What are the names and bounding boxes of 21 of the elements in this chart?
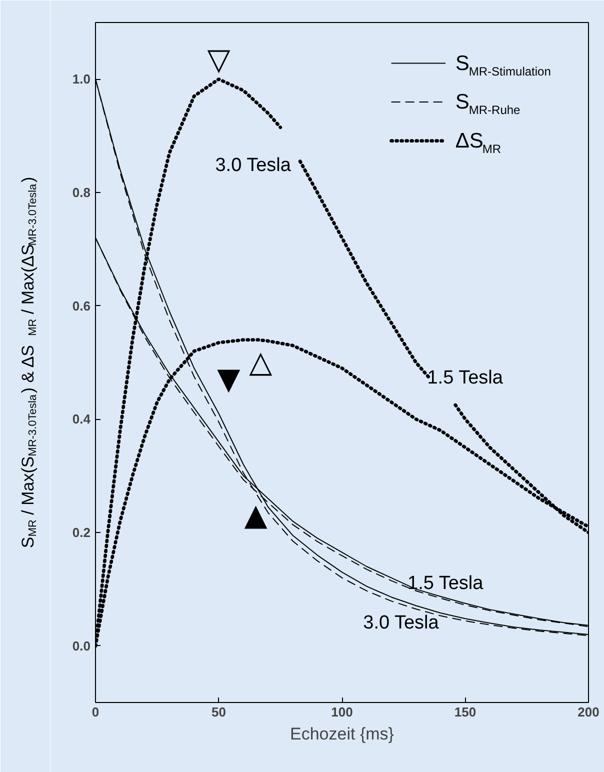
y-tick-label: 0.6 — [72, 298, 91, 314]
y-tick-label: 1.0 — [72, 72, 91, 87]
annotation: ▼ — [217, 362, 240, 397]
text: SMR / Max(SMR-3.0Tesla) & ΔSMR / Max(ΔSMR-3.0Tesla) — [18, 176, 39, 548]
annotation: △ — [249, 345, 272, 380]
y-tick-label: 0.0 — [72, 638, 91, 654]
annotation: 1.5 Tesla — [408, 573, 484, 594]
y-tick-label: 0.4 — [72, 412, 92, 427]
y-tick-label: 0.2 — [72, 525, 91, 540]
x-axis-title: Echozeit {ms} — [290, 724, 394, 744]
x-tick-label: 100 — [331, 704, 353, 720]
annotation: 3.0 Tesla — [215, 154, 292, 176]
x-tick-label: 150 — [454, 704, 476, 720]
annotation: 1.5 Tesla — [427, 368, 504, 389]
y-tick-label: 0.8 — [72, 185, 91, 200]
x-tick-label: 200 — [578, 704, 600, 720]
x-tick-label: 0 — [92, 704, 100, 720]
x-tick-label: 50 — [212, 704, 226, 720]
annotation: ▲ — [244, 498, 268, 533]
annotation: 3.0 Tesla — [363, 612, 440, 634]
annotation: ▽ — [207, 42, 230, 78]
